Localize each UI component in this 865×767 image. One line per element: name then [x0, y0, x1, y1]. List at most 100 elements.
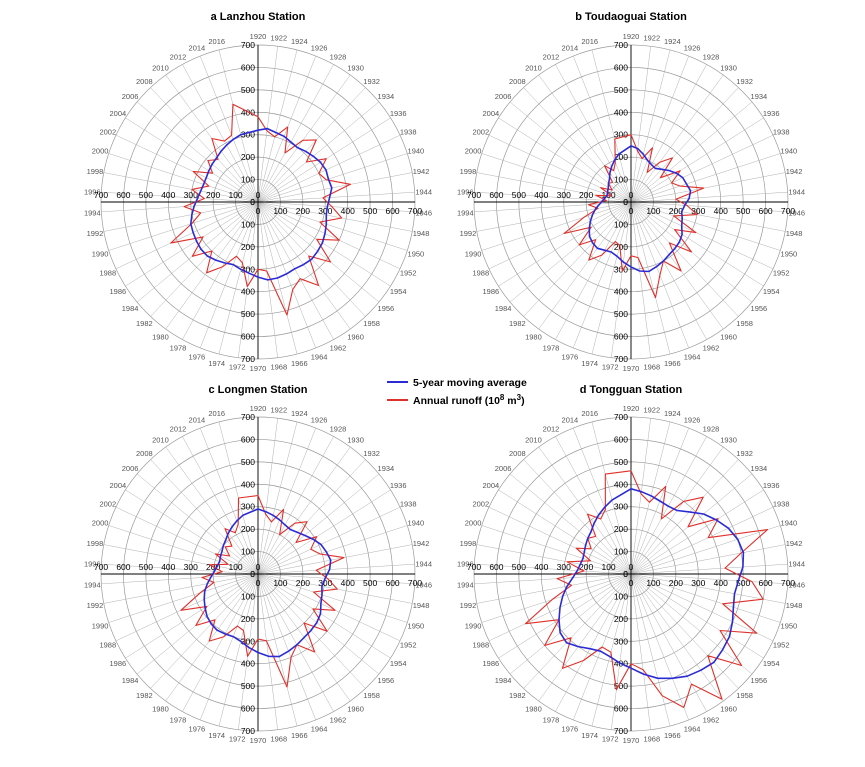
year-label: 1934 [378, 92, 395, 101]
grid-spoke [257, 201, 391, 287]
radial-tick-label: 700 [781, 578, 795, 588]
year-label: 2006 [495, 464, 512, 473]
grid-spoke [630, 134, 774, 203]
grid-spoke [115, 573, 259, 642]
grid-spoke [257, 506, 401, 575]
year-label: 1996 [84, 560, 101, 569]
grid-spoke [630, 64, 707, 203]
grid-spoke [257, 55, 317, 203]
grid-spoke [630, 473, 753, 575]
year-label: 1974 [208, 359, 225, 368]
radial-tick-label: 700 [241, 726, 255, 736]
grid-spoke [630, 573, 753, 675]
grid-spoke [611, 573, 632, 730]
grid-spoke [630, 201, 764, 287]
grid-spoke [630, 201, 781, 251]
grid-spoke [476, 573, 632, 604]
radial-tick-label: 400 [161, 190, 175, 200]
grid-spoke [630, 573, 671, 727]
grid-spoke [498, 573, 632, 659]
grid-spoke [150, 459, 259, 575]
year-label: 1936 [390, 109, 407, 118]
year-label: 1930 [720, 436, 737, 445]
year-label: 1942 [413, 167, 430, 176]
year-label: 1978 [543, 715, 560, 724]
radial-tick-label: 400 [341, 206, 355, 216]
grid-spoke [611, 201, 632, 358]
radial-tick-label: 300 [241, 502, 255, 512]
grid-spoke [136, 473, 259, 575]
year-label: 1962 [330, 715, 347, 724]
grid-spoke [257, 418, 278, 575]
grid-spoke [165, 573, 259, 702]
radial-tick-label: 300 [557, 190, 571, 200]
year-label: 1988 [99, 641, 116, 650]
year-label: 1942 [786, 539, 803, 548]
year-label: 1972 [229, 735, 246, 744]
grid-spoke [108, 153, 259, 203]
panel-title: d Tongguan Station [580, 384, 683, 396]
year-label: 1948 [413, 229, 430, 238]
year-label: 1980 [525, 704, 542, 713]
year-label: 1958 [363, 319, 380, 328]
radial-tick-label: 600 [116, 562, 130, 572]
year-label: 1980 [525, 332, 542, 341]
year-label: 1968 [270, 735, 287, 744]
grid-spoke [630, 418, 651, 575]
radial-tick-label: 700 [241, 412, 255, 422]
radial-tick-label: 100 [614, 591, 628, 601]
grid-spoke [257, 74, 351, 203]
year-label: 2004 [482, 481, 499, 490]
grid-spoke [257, 573, 298, 727]
year-label: 1968 [643, 363, 660, 372]
year-label: 1958 [363, 691, 380, 700]
grid-spoke [630, 573, 707, 712]
year-label: 1966 [664, 731, 681, 740]
grid-spoke [257, 473, 380, 575]
radial-tick-label: 0 [250, 197, 255, 207]
grid-spoke [572, 55, 632, 203]
grid-spoke [257, 573, 401, 642]
grid-spoke [150, 573, 259, 689]
year-label: 2012 [543, 53, 560, 62]
year-label: 1924 [291, 37, 308, 46]
year-label: 1980 [152, 332, 169, 341]
year-label: 1942 [786, 167, 803, 176]
radial-tick-label: 500 [614, 309, 628, 319]
grid-spoke [630, 46, 651, 203]
panel-title: a Lanzhou Station [211, 11, 306, 23]
grid-spoke [630, 201, 651, 358]
radial-tick-label: 300 [241, 636, 255, 646]
radial-tick-label: 700 [241, 40, 255, 50]
radial-tick-label: 300 [614, 502, 628, 512]
radial-tick-label: 500 [363, 578, 377, 588]
radial-tick-label: 200 [614, 614, 628, 624]
grid-spoke [238, 573, 259, 730]
year-label: 1920 [623, 32, 640, 41]
year-label: 1948 [786, 229, 803, 238]
year-label: 1996 [457, 188, 474, 197]
radial-tick-label: 500 [736, 206, 750, 216]
year-label: 1952 [400, 641, 417, 650]
radial-tick-label: 600 [758, 206, 772, 216]
grid-spoke [630, 201, 786, 232]
year-label: 1926 [311, 416, 328, 425]
grid-spoke [509, 201, 632, 303]
grid-spoke [630, 573, 724, 702]
radial-tick-label: 300 [557, 562, 571, 572]
year-label: 1982 [136, 319, 153, 328]
year-label: 1972 [602, 735, 619, 744]
grid-spoke [523, 201, 632, 317]
radial-tick-label: 100 [614, 175, 628, 185]
radial-tick-label: 0 [629, 206, 634, 216]
year-label: 1936 [390, 481, 407, 490]
year-label: 1928 [703, 53, 720, 62]
year-label: 1960 [720, 704, 737, 713]
year-label: 1936 [763, 481, 780, 490]
radial-tick-label: 600 [489, 562, 503, 572]
year-label: 2012 [170, 425, 187, 434]
grid-spoke [257, 134, 401, 203]
grid-spoke [630, 489, 764, 575]
grid-spoke [257, 201, 413, 232]
grid-spoke [257, 421, 298, 575]
